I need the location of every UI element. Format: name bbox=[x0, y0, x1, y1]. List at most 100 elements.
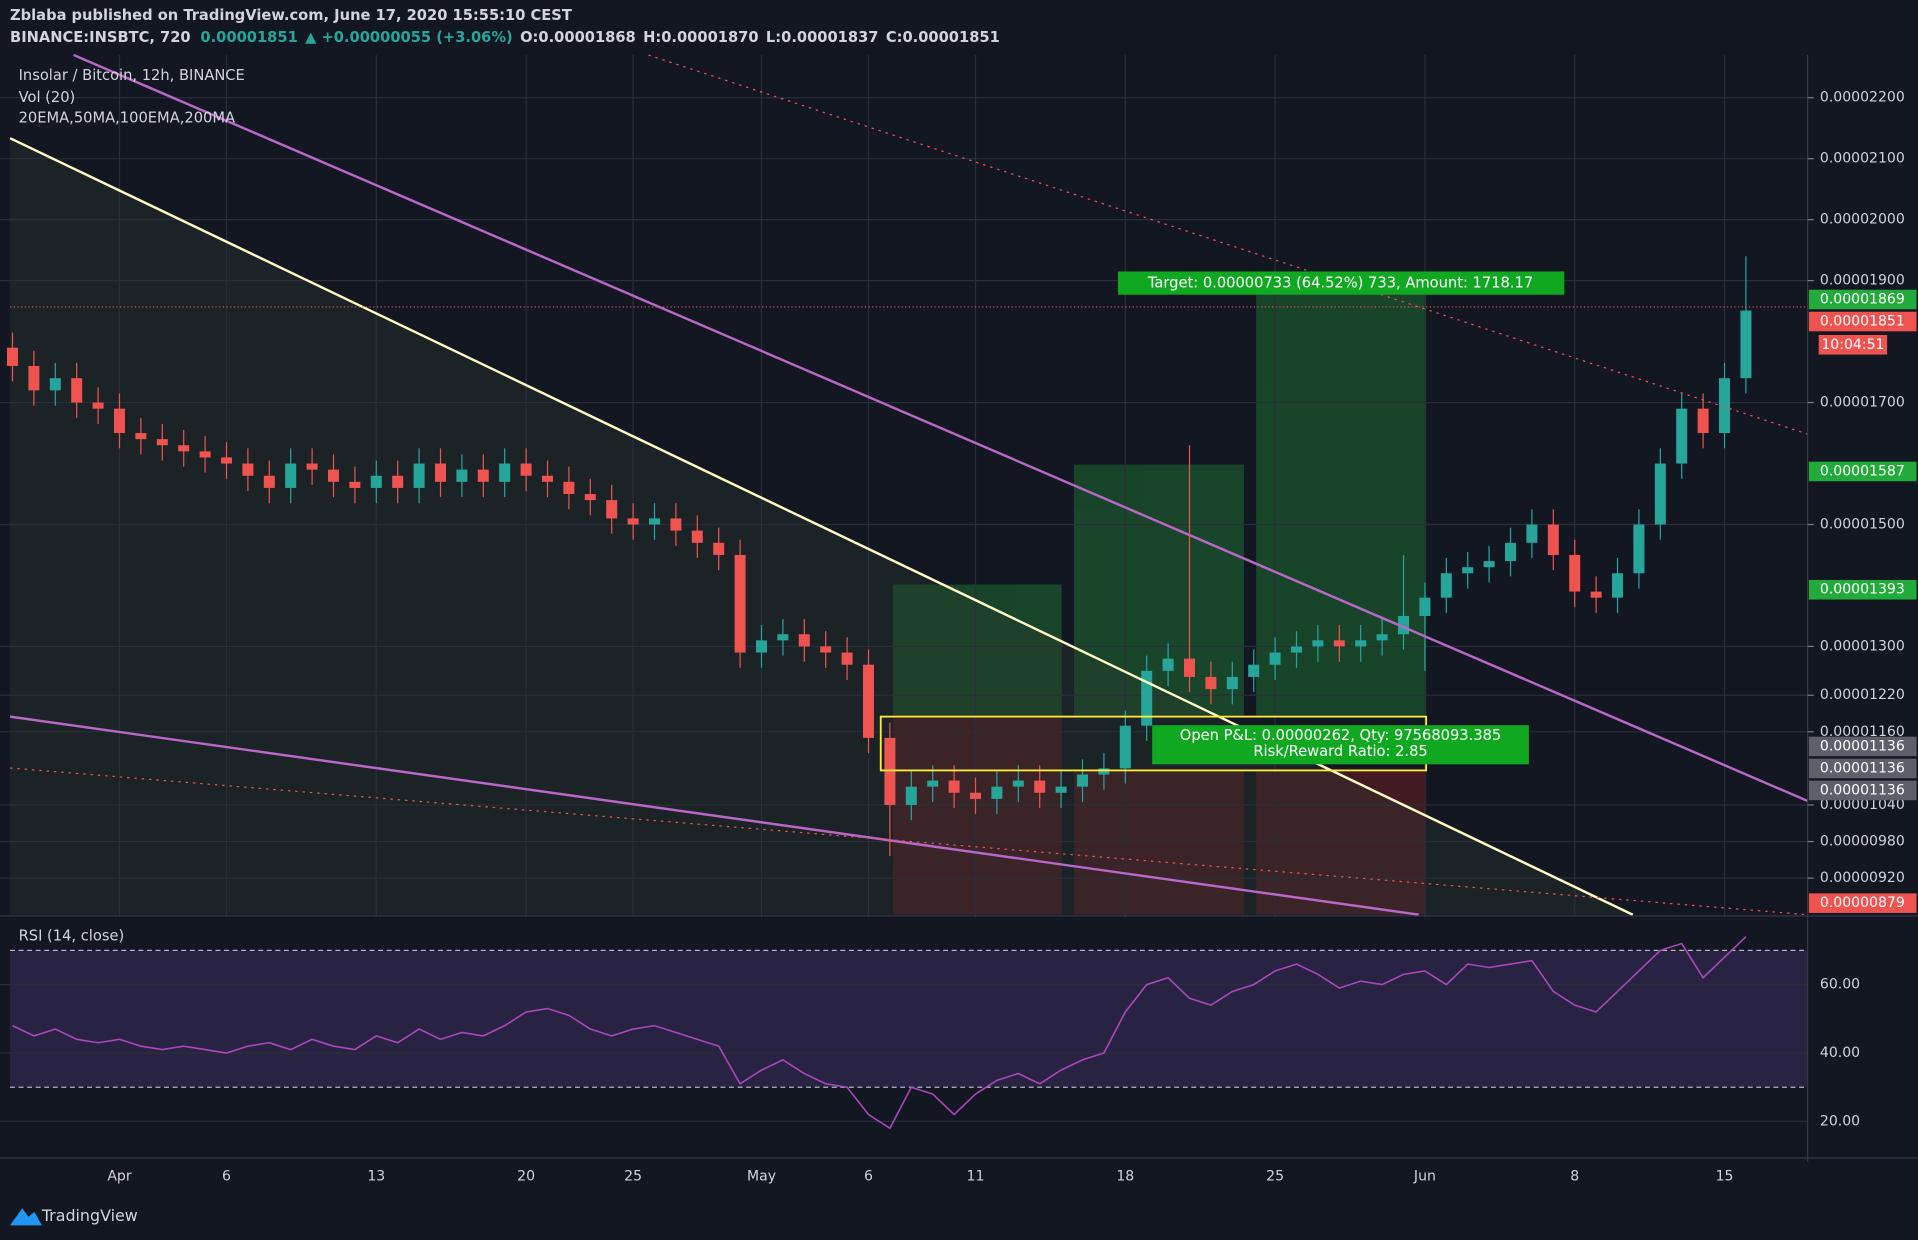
candle-body bbox=[756, 640, 768, 653]
candle-body bbox=[306, 463, 318, 470]
x-tick-label: 20 bbox=[517, 1168, 535, 1184]
ohlc-low: L:0.00001837 bbox=[766, 29, 879, 46]
grid bbox=[0, 55, 1808, 1159]
candle-body bbox=[1740, 310, 1752, 379]
candle-body bbox=[477, 469, 489, 482]
marks bbox=[6, 256, 1752, 857]
candle-body bbox=[606, 500, 618, 519]
candle-body bbox=[1312, 640, 1324, 647]
candle-body bbox=[884, 737, 896, 805]
price-tag bbox=[1808, 289, 1917, 310]
price-tag-label: 0.00001869 bbox=[1820, 292, 1905, 308]
y-tick-label: 0.00001700 bbox=[1820, 395, 1905, 411]
profit-zone bbox=[892, 584, 1062, 716]
candle-body bbox=[691, 530, 703, 543]
change: ▲ +0.00000055 (+3.06%) bbox=[305, 29, 513, 46]
candle-body bbox=[1654, 463, 1666, 525]
candle-body bbox=[734, 554, 746, 653]
candle-body bbox=[1526, 524, 1538, 543]
loss-zone bbox=[892, 715, 1062, 915]
ohlc-close: C:0.00001851 bbox=[886, 29, 1000, 46]
price-tag bbox=[1808, 579, 1917, 600]
price-tag-label: 0.00001587 bbox=[1820, 463, 1905, 479]
x-tick-label: 6 bbox=[222, 1168, 231, 1184]
candle-body bbox=[991, 786, 1003, 799]
candle-body bbox=[113, 408, 125, 434]
candle-body bbox=[563, 481, 575, 495]
candle-body bbox=[1226, 676, 1238, 690]
candle-body bbox=[327, 469, 339, 482]
y-tick-label: 0.00001220 bbox=[1820, 687, 1905, 703]
candle-body bbox=[92, 402, 104, 409]
candle-body bbox=[627, 518, 639, 525]
candle-body bbox=[1162, 658, 1174, 671]
candle-body bbox=[1034, 780, 1046, 793]
candle-body bbox=[1376, 634, 1388, 641]
risk-reward-label: Risk/Reward Ratio: 2.85 bbox=[1253, 743, 1427, 760]
rsi-line bbox=[12, 936, 1747, 1130]
price-tag-label: 0.00001136 bbox=[1820, 782, 1905, 798]
candle-body bbox=[220, 457, 232, 464]
x-tick-label: 15 bbox=[1716, 1168, 1734, 1184]
candle-body bbox=[1612, 573, 1624, 598]
profit-zone bbox=[1256, 293, 1427, 716]
trend-line bbox=[73, 53, 1809, 803]
candle-body bbox=[1505, 542, 1517, 562]
price-tag bbox=[1808, 758, 1917, 779]
legend-averages: 20EMA,50MA,100EMA,200MA bbox=[19, 110, 235, 127]
axes: Apr 6 13 20 25 May 6 11 18 25 Jun 8 15 0.00002200 0.00… bbox=[107, 90, 1917, 1184]
candle-body bbox=[1333, 640, 1345, 647]
candle-body bbox=[520, 463, 532, 476]
candle-body bbox=[798, 634, 810, 647]
candle-body bbox=[370, 475, 382, 488]
x-tick-label: 25 bbox=[624, 1168, 642, 1184]
y-tick-label: 0.00001900 bbox=[1820, 273, 1905, 289]
candle-body bbox=[392, 475, 404, 488]
price-axis bbox=[1807, 55, 1918, 1162]
price-tag-label: 0.00001393 bbox=[1820, 582, 1905, 598]
y-tick-label: 0.00001500 bbox=[1820, 517, 1905, 533]
countdown: 10:04:51 bbox=[1821, 337, 1884, 353]
x-tick-label: Apr bbox=[107, 1168, 132, 1184]
price-tag-label: 0.00001136 bbox=[1820, 738, 1905, 754]
countdown-tag bbox=[1818, 334, 1888, 355]
y-tick-label: 0.00000920 bbox=[1820, 870, 1905, 886]
loss-zone bbox=[1073, 770, 1244, 915]
price-tag-label: 0.00001851 bbox=[1820, 314, 1905, 330]
candle-body bbox=[1055, 786, 1067, 793]
x-tick-label: May bbox=[747, 1168, 776, 1184]
loss-zone bbox=[1256, 770, 1427, 915]
candle-body bbox=[434, 463, 447, 482]
candle-body bbox=[1633, 524, 1645, 574]
candle-body bbox=[178, 445, 190, 452]
last-price: 0.00001851 bbox=[200, 29, 297, 46]
candle-body bbox=[970, 792, 982, 799]
price-tag-label: 0.00001136 bbox=[1820, 760, 1905, 776]
x-tick-label: 18 bbox=[1116, 1168, 1134, 1184]
candle-body bbox=[649, 518, 661, 525]
rsi-pane bbox=[0, 917, 1808, 1159]
price-tag bbox=[1808, 893, 1917, 913]
candle-body bbox=[135, 433, 147, 440]
symbol: BINANCE:INSBTC, 720 bbox=[10, 29, 191, 46]
x-tick-label: 25 bbox=[1266, 1168, 1284, 1184]
y-tick-label: 0.00001160 bbox=[1820, 724, 1905, 740]
candle-body bbox=[71, 378, 83, 403]
candle-body bbox=[6, 347, 18, 366]
candle-body bbox=[1184, 658, 1196, 677]
candle-body bbox=[1398, 615, 1410, 635]
candle-body bbox=[1719, 378, 1731, 434]
candle-body bbox=[456, 469, 468, 482]
candle-body bbox=[1569, 554, 1581, 592]
position-zones bbox=[892, 293, 1427, 915]
candle-body bbox=[1269, 652, 1281, 665]
y-tick-label: 0.00001040 bbox=[1820, 797, 1905, 813]
y-tick-label: 0.00002000 bbox=[1820, 212, 1905, 228]
logo-icon bbox=[10, 1208, 42, 1226]
legend-volume: Vol (20) bbox=[19, 89, 76, 106]
candle-body bbox=[242, 463, 254, 476]
candle-body bbox=[1205, 676, 1217, 690]
candle-body bbox=[584, 494, 596, 501]
y-tick-label: 0.00000980 bbox=[1820, 834, 1905, 850]
